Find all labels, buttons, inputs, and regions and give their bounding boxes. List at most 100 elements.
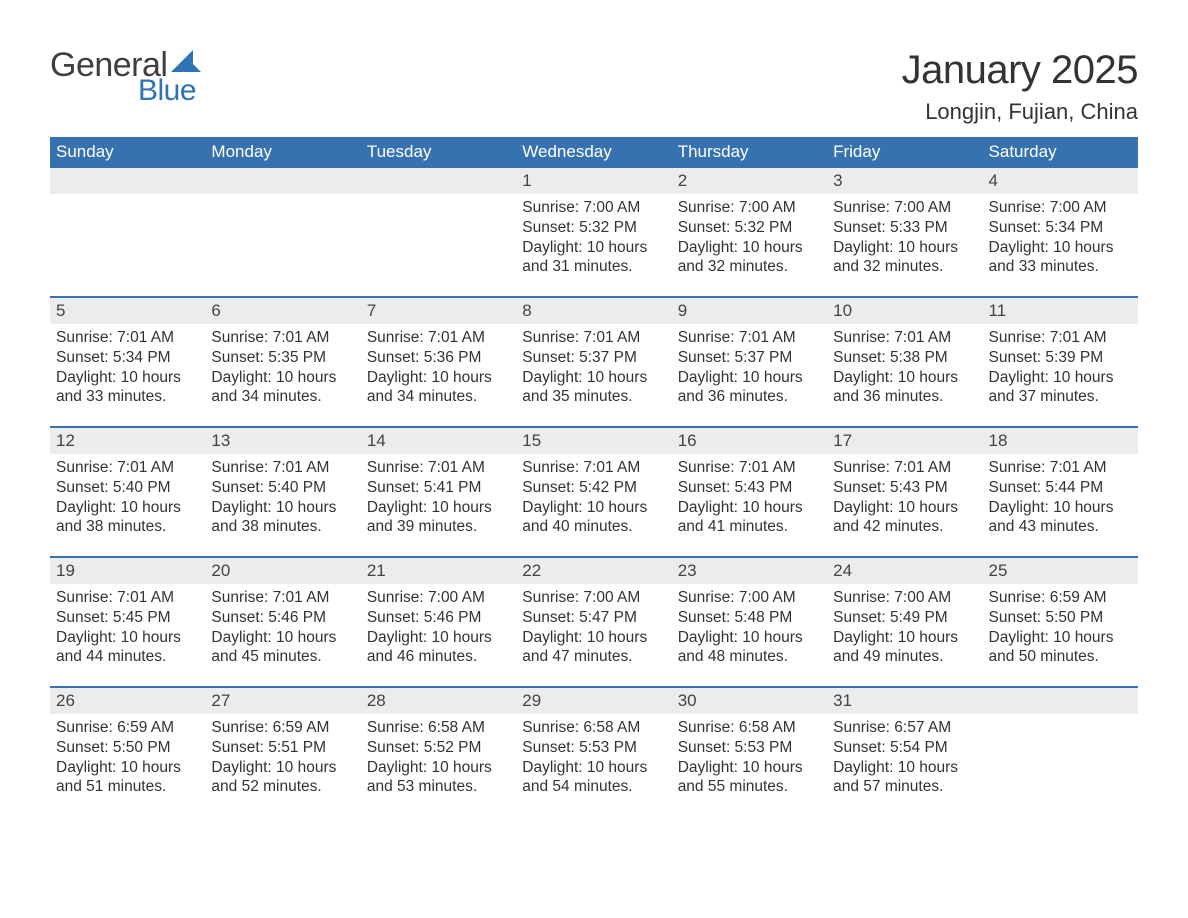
day-number: 17 (827, 428, 982, 454)
daylight-line-2: and 31 minutes. (522, 257, 665, 277)
sunrise-line: Sunrise: 7:00 AM (678, 588, 821, 608)
sunset-line: Sunset: 5:46 PM (367, 608, 510, 628)
day-cell: 21Sunrise: 7:00 AMSunset: 5:46 PMDayligh… (361, 558, 516, 686)
sunrise-line: Sunrise: 6:59 AM (989, 588, 1132, 608)
sunset-line: Sunset: 5:43 PM (833, 478, 976, 498)
day-cell: 19Sunrise: 7:01 AMSunset: 5:45 PMDayligh… (50, 558, 205, 686)
page-header: General Blue January 2025 Longjin, Fujia… (50, 48, 1138, 125)
day-body: Sunrise: 6:58 AMSunset: 5:53 PMDaylight:… (672, 714, 827, 797)
day-cell: 12Sunrise: 7:01 AMSunset: 5:40 PMDayligh… (50, 428, 205, 556)
daylight-line-2: and 38 minutes. (56, 517, 199, 537)
daylight-line-1: Daylight: 10 hours (56, 758, 199, 778)
day-cell: 25Sunrise: 6:59 AMSunset: 5:50 PMDayligh… (983, 558, 1138, 686)
daylight-line-1: Daylight: 10 hours (211, 628, 354, 648)
sunrise-line: Sunrise: 7:01 AM (211, 588, 354, 608)
sunrise-line: Sunrise: 7:00 AM (367, 588, 510, 608)
day-number (205, 168, 360, 194)
daylight-line-1: Daylight: 10 hours (367, 758, 510, 778)
day-body: Sunrise: 6:58 AMSunset: 5:53 PMDaylight:… (516, 714, 671, 797)
daylight-line-2: and 32 minutes. (678, 257, 821, 277)
daylight-line-2: and 34 minutes. (367, 387, 510, 407)
day-body: Sunrise: 7:01 AMSunset: 5:41 PMDaylight:… (361, 454, 516, 537)
dow-saturday: Saturday (983, 137, 1138, 168)
day-body: Sunrise: 7:01 AMSunset: 5:42 PMDaylight:… (516, 454, 671, 537)
day-body: Sunrise: 7:01 AMSunset: 5:37 PMDaylight:… (672, 324, 827, 407)
week-row: 12Sunrise: 7:01 AMSunset: 5:40 PMDayligh… (50, 426, 1138, 556)
day-number: 23 (672, 558, 827, 584)
sunrise-line: Sunrise: 7:01 AM (678, 328, 821, 348)
sunrise-line: Sunrise: 6:58 AM (367, 718, 510, 738)
day-cell: 27 Sunrise: 6:59 AMSunset: 5:51 PMDayligh… (205, 688, 360, 816)
title-block: January 2025 Longjin, Fujian, China (902, 48, 1138, 125)
day-body: Sunrise: 7:00 AMSunset: 5:46 PMDaylight:… (361, 584, 516, 667)
daylight-line-1: Daylight: 10 hours (989, 498, 1132, 518)
sunset-line: Sunset: 5:52 PM (367, 738, 510, 758)
daylight-line-1: Daylight: 10 hours (56, 368, 199, 388)
day-number: 19 (50, 558, 205, 584)
sunset-line: Sunset: 5:51 PM (211, 738, 354, 758)
day-cell: 11Sunrise: 7:01 AMSunset: 5:39 PMDayligh… (983, 298, 1138, 426)
day-cell: 9Sunrise: 7:01 AMSunset: 5:37 PMDaylight… (672, 298, 827, 426)
day-number: 27 (205, 688, 360, 714)
sunrise-line: Sunrise: 7:01 AM (989, 458, 1132, 478)
daylight-line-2: and 51 minutes. (56, 777, 199, 797)
day-number: 22 (516, 558, 671, 584)
day-cell (361, 168, 516, 296)
day-cell: 7Sunrise: 7:01 AMSunset: 5:36 PMDaylight… (361, 298, 516, 426)
day-body: Sunrise: 6:58 AMSunset: 5:52 PMDaylight:… (361, 714, 516, 797)
day-cell: 17Sunrise: 7:01 AMSunset: 5:43 PMDayligh… (827, 428, 982, 556)
month-title: January 2025 (902, 48, 1138, 93)
sunrise-line: Sunrise: 7:00 AM (989, 198, 1132, 218)
day-body: Sunrise: 7:01 AMSunset: 5:38 PMDaylight:… (827, 324, 982, 407)
sunset-line: Sunset: 5:53 PM (522, 738, 665, 758)
daylight-line-1: Daylight: 10 hours (211, 368, 354, 388)
daylight-line-2: and 57 minutes. (833, 777, 976, 797)
sunrise-line: Sunrise: 7:00 AM (833, 588, 976, 608)
dow-tuesday: Tuesday (361, 137, 516, 168)
sunset-line: Sunset: 5:36 PM (367, 348, 510, 368)
dow-wednesday: Wednesday (516, 137, 671, 168)
sunrise-line: Sunrise: 6:58 AM (678, 718, 821, 738)
sunrise-line: Sunrise: 7:01 AM (678, 458, 821, 478)
day-number: 24 (827, 558, 982, 584)
day-body: Sunrise: 7:01 AMSunset: 5:40 PMDaylight:… (50, 454, 205, 537)
daylight-line-1: Daylight: 10 hours (211, 758, 354, 778)
dow-thursday: Thursday (672, 137, 827, 168)
daylight-line-2: and 44 minutes. (56, 647, 199, 667)
day-number: 18 (983, 428, 1138, 454)
daylight-line-1: Daylight: 10 hours (833, 628, 976, 648)
day-cell: 31Sunrise: 6:57 AMSunset: 5:54 PMDayligh… (827, 688, 982, 816)
daylight-line-1: Daylight: 10 hours (367, 498, 510, 518)
day-number (361, 168, 516, 194)
day-number: 7 (361, 298, 516, 324)
day-body: Sunrise: 7:01 AMSunset: 5:34 PMDaylight:… (50, 324, 205, 407)
sunrise-line: Sunrise: 7:01 AM (56, 588, 199, 608)
daylight-line-1: Daylight: 10 hours (678, 368, 821, 388)
sunset-line: Sunset: 5:49 PM (833, 608, 976, 628)
day-body (205, 194, 360, 198)
day-number: 2 (672, 168, 827, 194)
day-body: Sunrise: 7:00 AMSunset: 5:49 PMDaylight:… (827, 584, 982, 667)
dow-monday: Monday (205, 137, 360, 168)
sunset-line: Sunset: 5:38 PM (833, 348, 976, 368)
day-cell: 20Sunrise: 7:01 AMSunset: 5:46 PMDayligh… (205, 558, 360, 686)
sunrise-line: Sunrise: 6:59 AM (211, 718, 354, 738)
sunrise-line: Sunrise: 7:01 AM (989, 328, 1132, 348)
day-number: 16 (672, 428, 827, 454)
day-body: Sunrise: 7:00 AMSunset: 5:47 PMDaylight:… (516, 584, 671, 667)
dow-sunday: Sunday (50, 137, 205, 168)
day-number: 1 (516, 168, 671, 194)
sunrise-line: Sunrise: 7:01 AM (56, 328, 199, 348)
daylight-line-2: and 34 minutes. (211, 387, 354, 407)
day-body: Sunrise: 7:00 AMSunset: 5:32 PMDaylight:… (516, 194, 671, 277)
sunrise-line: Sunrise: 7:01 AM (833, 458, 976, 478)
day-body: Sunrise: 6:59 AMSunset: 5:50 PMDaylight:… (50, 714, 205, 797)
sunrise-line: Sunrise: 6:58 AM (522, 718, 665, 738)
sunset-line: Sunset: 5:45 PM (56, 608, 199, 628)
sunset-line: Sunset: 5:40 PM (211, 478, 354, 498)
daylight-line-1: Daylight: 10 hours (678, 628, 821, 648)
day-number: 21 (361, 558, 516, 584)
daylight-line-2: and 42 minutes. (833, 517, 976, 537)
daylight-line-1: Daylight: 10 hours (522, 368, 665, 388)
day-cell: 30Sunrise: 6:58 AMSunset: 5:53 PMDayligh… (672, 688, 827, 816)
